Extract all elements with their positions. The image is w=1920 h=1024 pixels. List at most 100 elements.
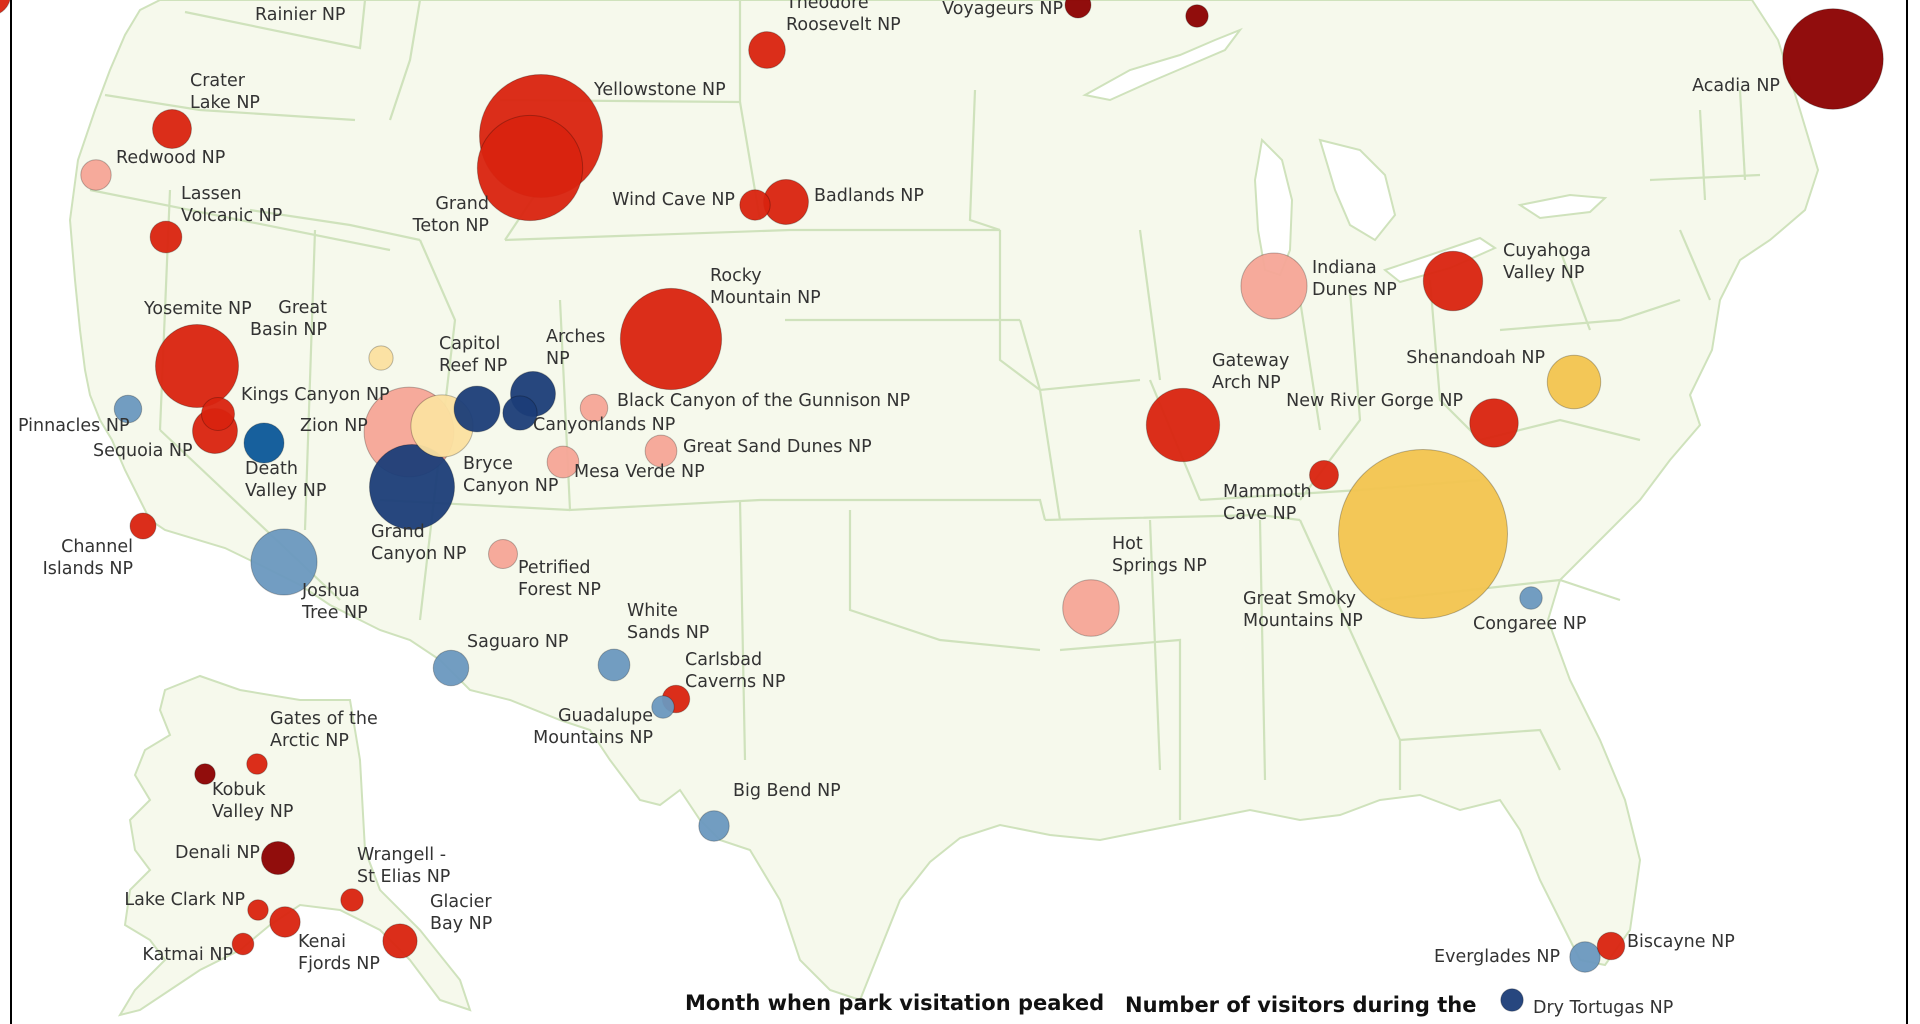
park-marker-new-river-gorge-np[interactable] [1469,398,1519,448]
park-label-sequoia-np: Sequoia NP [93,441,193,461]
park-marker-petrified-forest-np[interactable] [488,539,518,569]
park-label-cuyahoga-valley-np: Cuyahoga Valley NP [1503,241,1591,283]
park-label-dry-tortugas-np: Dry Tortugas NP [1533,998,1673,1018]
park-marker-death-valley-np[interactable] [243,422,285,464]
park-label-guadalupe-mountains-np: Guadalupe Mountains NP [533,706,653,748]
park-marker-lake-clark-np[interactable] [247,899,269,921]
park-label-redwood-np: Redwood NP [116,148,225,168]
park-marker-gateway-arch-np[interactable] [1145,387,1221,463]
park-label-kenai-fjords-np: Kenai Fjords NP [298,932,380,974]
park-label-joshua-tree-np: Joshua Tree NP [301,581,368,623]
park-marker-mount-rainier-np[interactable] [0,0,11,16]
alaska-landmass [117,674,472,1017]
park-label-lake-clark-np: Lake Clark NP [124,890,245,910]
park-marker-saguaro-np[interactable] [432,649,470,687]
legend-visitors-title: Number of visitors during the [1125,993,1477,1017]
park-label-canyonlands-np: Canyonlands NP [533,415,675,435]
park-marker-wrangell-st-elias-np[interactable] [340,888,364,912]
park-marker-voyageurs-np[interactable] [1064,0,1092,19]
park-label-denali-np: Denali NP [175,843,260,863]
park-label-grand-teton-np: Grand Teton NP [412,194,489,236]
park-marker-great-basin-np[interactable] [368,345,394,371]
lake-huron [1318,138,1397,242]
park-marker-everglades-np[interactable] [1569,941,1601,973]
park-label-wind-cave-np: Wind Cave NP [612,190,735,210]
park-label-bryce-canyon-np: Bryce Canyon NP [463,454,558,496]
park-marker-grand-canyon-np[interactable] [368,443,456,531]
park-marker-indiana-dunes-np[interactable] [1240,252,1308,320]
park-marker-channel-islands-np[interactable] [129,512,157,540]
park-marker-congaree-np[interactable] [1519,586,1543,610]
park-marker-grand-teton-np[interactable] [476,114,584,222]
park-marker-redwood-np[interactable] [80,159,112,191]
park-label-pinnacles-np: Pinnacles NP [18,416,130,436]
park-marker-dry-tortugas-np[interactable] [1500,988,1524,1012]
park-label-yosemite-np: Yosemite NP [143,299,252,319]
park-label-great-basin-np: Great Basin NP [250,298,327,340]
park-marker-yosemite-np[interactable] [154,323,240,409]
park-label-acadia-np: Acadia NP [1692,76,1780,96]
park-marker-glacier-bay-np[interactable] [382,923,418,959]
park-label-kobuk-valley-np: Kobuk Valley NP [212,780,293,822]
park-marker-wind-cave-np[interactable] [739,189,771,221]
park-marker-gates-of-the-arctic-np[interactable] [246,753,268,775]
park-marker-big-bend-np[interactable] [698,810,730,842]
park-label-great-sand-dunes-np: Great Sand Dunes NP [683,437,872,457]
park-marker-joshua-tree-np[interactable] [250,528,318,596]
park-label-rocky-mountain-np: Rocky Mountain NP [710,266,821,308]
park-marker-isle-royale-np[interactable] [1185,4,1209,28]
park-label-voyageurs-np: Voyageurs NP [942,0,1063,19]
park-marker-white-sands-np[interactable] [597,648,631,682]
park-marker-denali-np[interactable] [260,840,296,876]
park-label-mount-rainier-np: MountRainier NP [255,0,345,25]
park-marker-theodore-roosevelt-np[interactable] [748,31,786,69]
park-label-yellowstone-np: Yellowstone NP [593,80,726,100]
park-label-saguaro-np: Saguaro NP [467,632,568,652]
park-label-white-sands-np: White Sands NP [627,601,709,643]
park-marker-rocky-mountain-np[interactable] [619,287,723,391]
park-label-mesa-verde-np: Mesa Verde NP [574,462,705,482]
park-marker-black-canyon-of-the-gunnison-np[interactable] [579,393,609,423]
park-marker-kings-canyon-np[interactable] [200,396,236,432]
park-label-great-smoky-mountains-np: Great Smoky Mountains NP [1243,589,1363,631]
park-marker-mammoth-cave-np[interactable] [1309,460,1339,490]
park-label-gates-of-the-arctic-np: Gates of the Arctic NP [270,709,378,751]
park-label-biscayne-np: Biscayne NP [1627,932,1735,952]
park-label-grand-canyon-np: Grand Canyon NP [371,522,466,564]
park-marker-canyonlands-np[interactable] [502,395,538,431]
park-marker-hot-springs-np[interactable] [1062,579,1120,637]
park-label-crater-lake-np: Crater Lake NP [190,71,260,113]
park-marker-biscayne-np[interactable] [1596,931,1626,961]
park-label-petrified-forest-np: Petrified Forest NP [518,558,601,600]
park-marker-kobuk-valley-np[interactable] [194,763,216,785]
park-marker-shenandoah-np[interactable] [1546,354,1602,410]
park-marker-great-sand-dunes-np[interactable] [644,434,678,468]
park-marker-acadia-np[interactable] [1782,8,1884,110]
park-marker-lassen-volcanic-np[interactable] [149,220,183,254]
park-label-indiana-dunes-np: Indiana Dunes NP [1312,258,1397,300]
park-marker-great-smoky-mountains-np[interactable] [1337,448,1509,620]
park-marker-capitol-reef-np[interactable] [453,385,501,433]
park-label-big-bend-np: Big Bend NP [733,781,841,801]
park-label-everglades-np: Everglades NP [1434,947,1560,967]
park-label-wrangell-st-elias-np: Wrangell -St Elias NP [357,845,450,887]
park-label-death-valley-np: Death Valley NP [245,459,326,501]
park-label-lassen-volcanic-np: Lassen Volcanic NP [181,184,282,226]
park-label-arches-np: Arches NP [546,327,605,369]
park-marker-kenai-fjords-np[interactable] [269,906,301,938]
park-label-zion-np: Zion NP [300,416,368,436]
park-marker-pinnacles-np[interactable] [113,394,143,424]
park-label-hot-springs-np: Hot Springs NP [1112,534,1207,576]
park-marker-mesa-verde-np[interactable] [546,445,580,479]
park-marker-crater-lake-np[interactable] [152,109,192,149]
park-label-black-canyon-of-the-gunnison-np: Black Canyon of the Gunnison NP [617,391,910,411]
park-label-capitol-reef-np: Capitol Reef NP [439,334,507,376]
park-marker-katmai-np[interactable] [231,932,255,956]
park-label-mammoth-cave-np: Mammoth Cave NP [1223,482,1312,524]
park-marker-guadalupe-mountains-np[interactable] [651,695,675,719]
park-marker-cuyahoga-valley-np[interactable] [1422,250,1484,312]
legend-month-title: Month when park visitation peaked [685,991,1104,1015]
park-label-kings-canyon-np: Kings Canyon NP [241,385,390,405]
